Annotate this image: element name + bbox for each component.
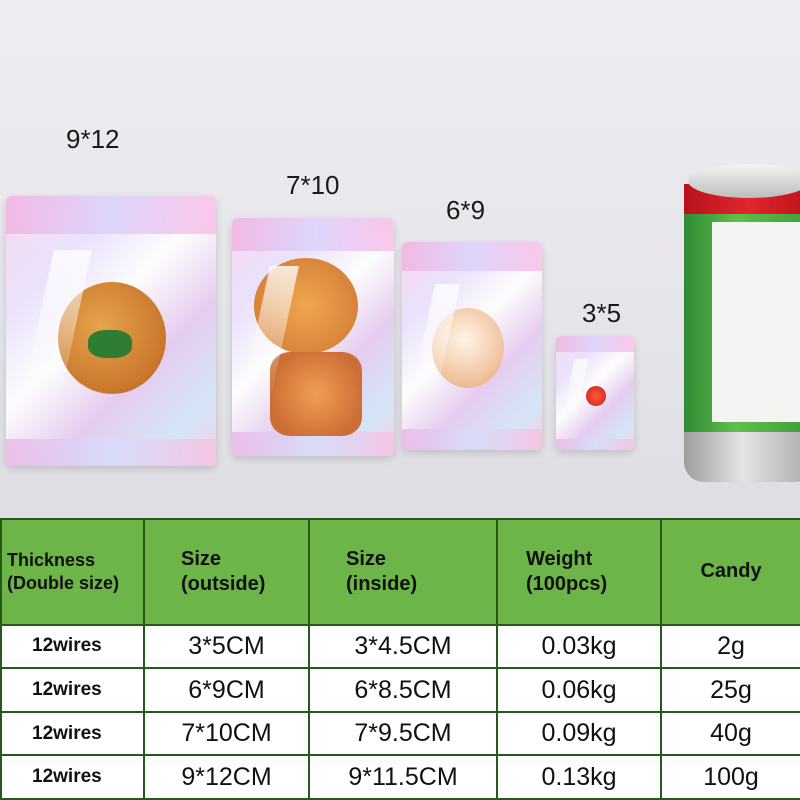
- cell-size-inside: 9*11.5CM: [308, 754, 498, 800]
- cell-size-inside: 6*8.5CM: [308, 667, 498, 713]
- header-candy: Candy: [660, 518, 800, 626]
- size-label-9x12: 9*12: [66, 124, 120, 154]
- cell-size-outside: 3*5CM: [143, 623, 310, 670]
- size-label-7x10: 7*10: [286, 170, 340, 200]
- cell-thickness: 12wires: [0, 754, 145, 800]
- soda-can: [684, 164, 800, 482]
- table-row: 12wires 9*12CM 9*11.5CM 0.13kg 100g: [0, 754, 800, 800]
- candy: [586, 386, 606, 406]
- size-label-6x9: 6*9: [446, 195, 486, 225]
- header-weight: Weight (100pcs): [496, 518, 662, 626]
- bag-9x12: [6, 196, 216, 466]
- header-size-outside: Size (outside): [143, 518, 310, 626]
- cell-size-outside: 6*9CM: [143, 667, 310, 713]
- cell-size-outside: 7*10CM: [143, 710, 310, 757]
- table-row: 12wires 7*10CM 7*9.5CM 0.09kg 40g: [0, 710, 800, 757]
- cell-candy: 40g: [660, 710, 800, 757]
- table-header-row: Thickness (Double size) Size (outside) S…: [0, 518, 800, 626]
- cell-weight: 0.09kg: [496, 710, 662, 757]
- cell-weight: 0.06kg: [496, 667, 662, 713]
- cell-candy: 25g: [660, 667, 800, 713]
- size-table: Thickness (Double size) Size (outside) S…: [0, 518, 800, 800]
- cell-size-inside: 7*9.5CM: [308, 710, 498, 757]
- pastry-topping: [88, 330, 132, 358]
- bag-7x10: [232, 218, 394, 456]
- table-row: 12wires 3*5CM 3*4.5CM 0.03kg 2g: [0, 623, 800, 670]
- header-thickness: Thickness (Double size): [0, 518, 145, 626]
- product-photo: 9*12 7*10 6*9 3*5: [0, 0, 800, 518]
- cell-candy: 100g: [660, 754, 800, 800]
- bag-6x9: [402, 242, 542, 450]
- bag-3x5: [556, 336, 634, 450]
- cell-thickness: 12wires: [0, 710, 145, 757]
- cell-size-inside: 3*4.5CM: [308, 623, 498, 670]
- cell-weight: 0.13kg: [496, 754, 662, 800]
- size-label-3x5: 3*5: [582, 298, 622, 328]
- cell-size-outside: 9*12CM: [143, 754, 310, 800]
- cell-weight: 0.03kg: [496, 623, 662, 670]
- header-size-inside: Size (inside): [308, 518, 498, 626]
- cell-candy: 2g: [660, 623, 800, 670]
- table-row: 12wires 6*9CM 6*8.5CM 0.06kg 25g: [0, 667, 800, 713]
- cell-thickness: 12wires: [0, 667, 145, 713]
- cracker: [270, 352, 362, 436]
- cell-thickness: 12wires: [0, 623, 145, 670]
